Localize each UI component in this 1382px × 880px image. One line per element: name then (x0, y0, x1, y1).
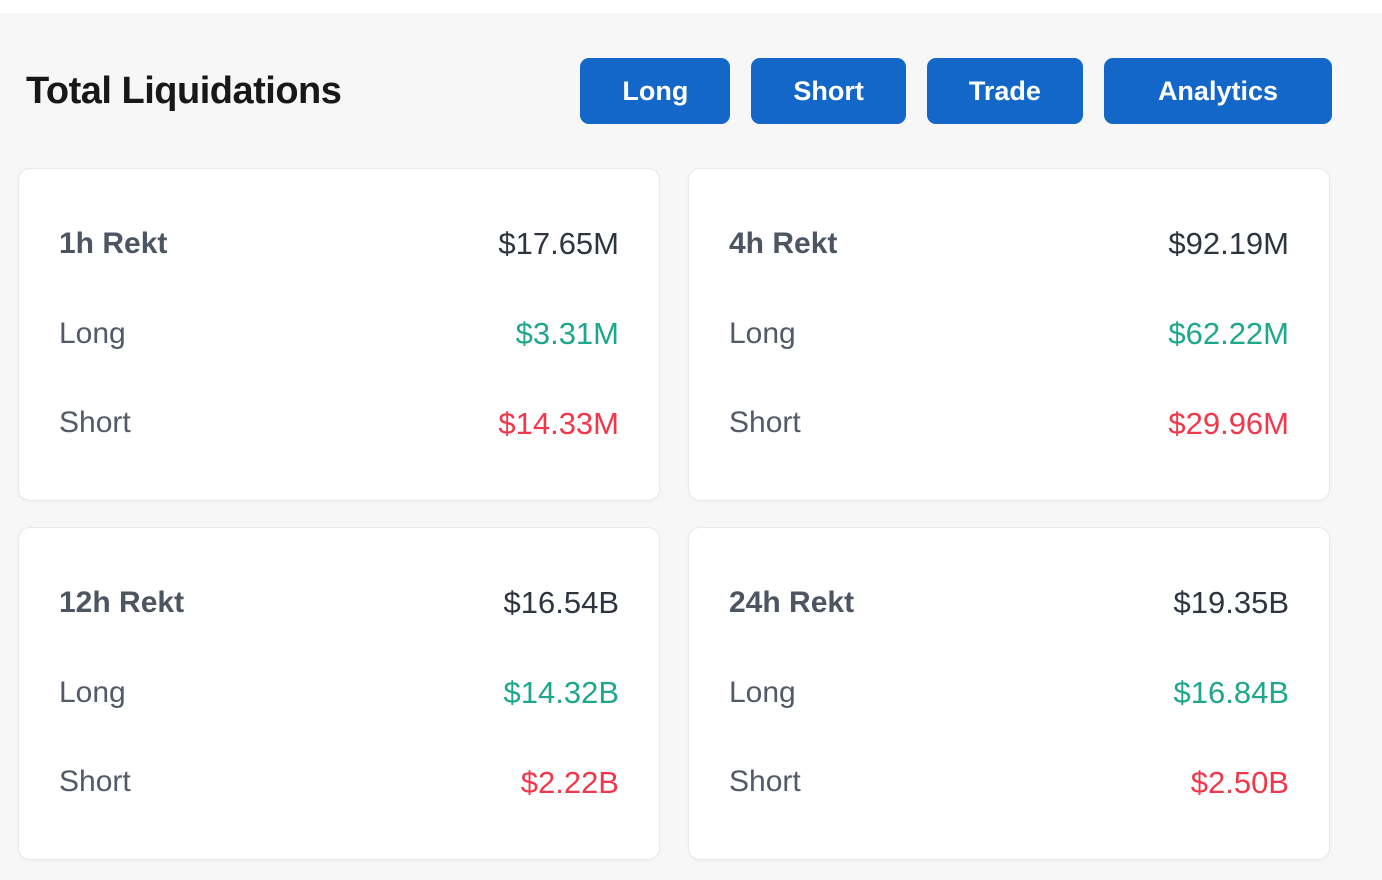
short-value: $2.50B (1190, 764, 1289, 800)
long-label: Long (729, 675, 796, 709)
long-label: Long (59, 316, 126, 350)
short-label: Short (729, 406, 801, 440)
liquidation-cards-grid: 1h Rekt $17.65M Long $3.31M Short $14.33… (18, 168, 1382, 860)
liquidation-card-12h: 12h Rekt $16.54B Long $14.32B Short $2.2… (18, 527, 660, 860)
period-label: 4h Rekt (729, 226, 838, 260)
long-row: Long $16.84B (729, 674, 1289, 711)
long-row: Long $62.22M (729, 315, 1289, 352)
short-row: Short $2.50B (729, 764, 1289, 801)
short-value: $14.33M (498, 405, 619, 441)
total-row: 4h Rekt $92.19M (729, 225, 1289, 262)
period-label: 1h Rekt (59, 226, 168, 260)
long-value: $62.22M (1168, 315, 1289, 351)
long-value: $16.84B (1173, 674, 1290, 710)
short-label: Short (729, 765, 801, 799)
long-row: Long $3.31M (59, 315, 619, 352)
short-label: Short (59, 765, 131, 799)
long-label: Long (59, 675, 126, 709)
period-label: 24h Rekt (729, 585, 855, 619)
short-value: $29.96M (1168, 405, 1289, 441)
liquidation-card-24h: 24h Rekt $19.35B Long $16.84B Short $2.5… (688, 527, 1330, 860)
short-row: Short $2.22B (59, 764, 619, 801)
filter-button-row: Long Short Trade Analytics (580, 58, 1332, 124)
analytics-button[interactable]: Analytics (1103, 58, 1332, 124)
trade-button[interactable]: Trade (926, 58, 1083, 124)
short-row: Short $14.33M (59, 405, 619, 442)
period-label: 12h Rekt (59, 585, 185, 619)
total-value: $92.19M (1168, 226, 1289, 261)
long-value: $14.32B (503, 674, 620, 710)
total-row: 24h Rekt $19.35B (729, 584, 1289, 621)
short-row: Short $29.96M (729, 405, 1289, 442)
total-row: 1h Rekt $17.65M (59, 225, 619, 262)
long-label: Long (729, 316, 796, 350)
long-row: Long $14.32B (59, 674, 619, 711)
short-label: Short (59, 406, 131, 440)
long-filter-button[interactable]: Long (580, 58, 731, 124)
top-strip (0, 0, 1382, 13)
total-row: 12h Rekt $16.54B (59, 584, 619, 621)
liquidation-card-4h: 4h Rekt $92.19M Long $62.22M Short $29.9… (688, 168, 1330, 501)
total-value: $19.35B (1173, 585, 1290, 620)
header: Total Liquidations Long Short Trade Anal… (0, 58, 1382, 124)
page-title: Total Liquidations (26, 69, 342, 112)
short-value: $2.22B (520, 764, 619, 800)
total-value: $16.54B (503, 585, 620, 620)
long-value: $3.31M (515, 315, 619, 351)
liquidation-card-1h: 1h Rekt $17.65M Long $3.31M Short $14.33… (18, 168, 660, 501)
total-value: $17.65M (498, 226, 619, 261)
short-filter-button[interactable]: Short (751, 58, 906, 124)
